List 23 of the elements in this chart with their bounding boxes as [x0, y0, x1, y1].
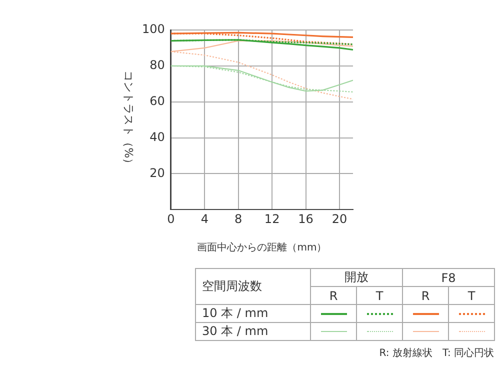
x-tick-label: 16: [298, 212, 314, 226]
y-tick-label: 100: [142, 22, 165, 36]
y-tick-label: 80: [150, 58, 165, 72]
x-tick-label: 0: [167, 212, 175, 226]
x-tick-label: 8: [234, 212, 242, 226]
text: R: [421, 288, 430, 302]
text: 30 本 / mm: [196, 322, 310, 340]
y-tick-label: 40: [150, 130, 165, 144]
x-axis-title: 画面中心からの距離（mm）: [197, 242, 327, 254]
x-tick-label: 20: [332, 212, 348, 226]
text: R: 放射線状 T: 同心円状: [379, 346, 494, 360]
text: R: [310, 286, 356, 304]
text: T: [356, 286, 402, 304]
y-tick-label: 60: [150, 94, 165, 108]
x-tick-label: 4: [200, 212, 208, 226]
text: F8: [402, 268, 494, 286]
y-axis-title: コントラスト（%）: [122, 70, 136, 170]
text: 開放: [310, 268, 402, 286]
y-tick-label: 20: [150, 166, 165, 180]
x-tick-label: 12: [264, 212, 280, 226]
text: T: [468, 288, 476, 302]
text: 空間周波数: [196, 268, 310, 304]
text: 10 本 / mm: [196, 304, 310, 322]
